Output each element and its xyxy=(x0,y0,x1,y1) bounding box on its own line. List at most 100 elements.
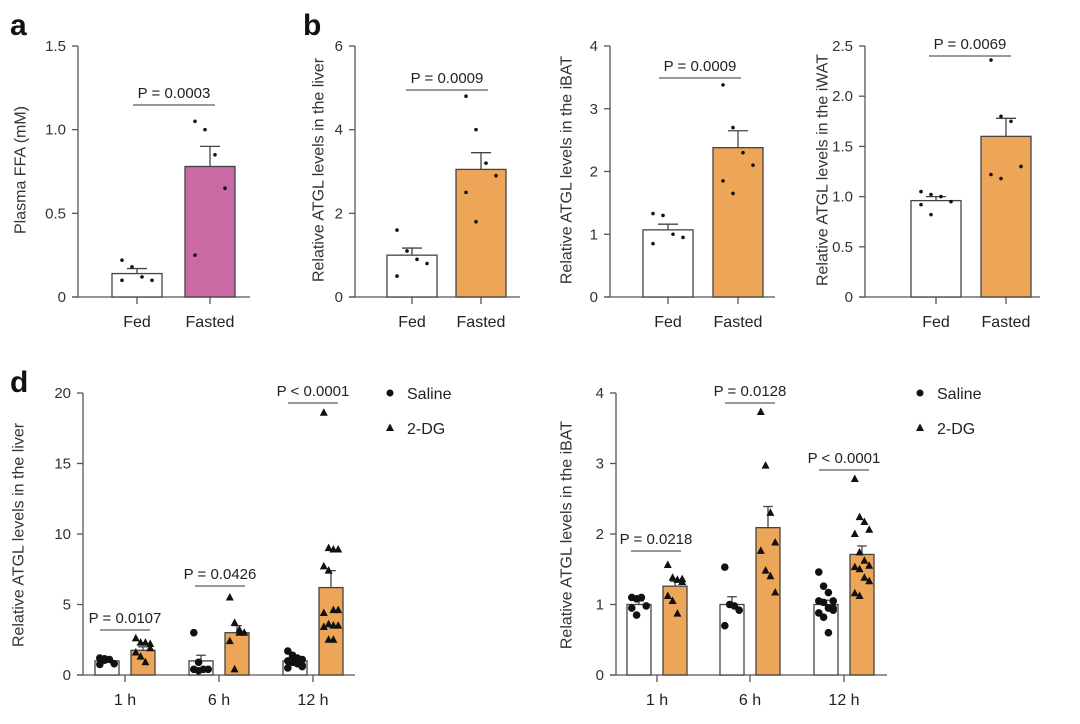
2dg-point xyxy=(756,546,765,554)
fed-point xyxy=(661,213,665,218)
2dg-point xyxy=(771,588,780,596)
panel-letter: b xyxy=(303,9,321,42)
2dg-point xyxy=(860,573,869,581)
y-tick-label: 3 xyxy=(596,456,604,473)
y-tick-label: 0 xyxy=(590,289,598,306)
y-tick-label: 0 xyxy=(596,667,604,684)
fed-point xyxy=(405,249,409,253)
2dg-point xyxy=(319,622,328,631)
2dg-point xyxy=(761,566,770,574)
2dg-point xyxy=(855,591,864,600)
panel-letter: d xyxy=(10,366,28,399)
fed-point xyxy=(415,257,419,262)
fasted-point xyxy=(741,150,745,155)
fasted-point xyxy=(223,186,227,191)
2dg-point xyxy=(761,461,770,469)
fed-point xyxy=(130,265,134,269)
x-tick-label: Fasted xyxy=(982,314,1031,331)
saline-bar xyxy=(719,603,745,676)
2dg-point xyxy=(850,529,859,537)
fasted-point xyxy=(1009,119,1013,124)
2dg-point xyxy=(865,525,874,533)
saline-point xyxy=(829,597,837,605)
y-tick-label: 0.5 xyxy=(45,205,66,222)
y-tick-label: 1.5 xyxy=(832,138,853,155)
fasted-point xyxy=(203,127,207,132)
x-tick-label: 1 h xyxy=(114,692,136,709)
x-tick-label: 6 h xyxy=(739,692,761,709)
x-tick-label: Fed xyxy=(123,314,151,331)
p-value-label: P = 0.0218 xyxy=(620,531,693,548)
fasted-point xyxy=(1019,164,1023,169)
legend-2dg-label: 2-DG xyxy=(937,421,975,438)
2dg-bar xyxy=(849,553,875,676)
2dg-point xyxy=(334,605,343,614)
fasted-point xyxy=(721,179,725,183)
y-tick-label: 4 xyxy=(335,122,343,139)
x-tick-label: Fasted xyxy=(186,314,235,331)
2dg-point xyxy=(663,560,672,569)
saline-point xyxy=(100,656,109,664)
2dg-point xyxy=(855,547,864,556)
fed-point xyxy=(651,211,655,216)
2dg-point xyxy=(141,638,150,646)
saline-point xyxy=(721,563,729,571)
fasted-point xyxy=(464,94,468,98)
saline-point xyxy=(829,604,837,612)
y-tick-label: 20 xyxy=(54,385,71,402)
fed-point xyxy=(681,235,685,240)
2dg-bar xyxy=(662,585,688,676)
2dg-point xyxy=(860,517,869,526)
fasted-point xyxy=(731,125,735,130)
y-tick-label: 0 xyxy=(63,667,71,684)
saline-point xyxy=(721,621,729,630)
saline-point xyxy=(632,611,641,619)
2dg-point xyxy=(663,591,672,600)
fed-point xyxy=(150,278,154,283)
x-tick-label: Fed xyxy=(922,314,950,331)
fed-point xyxy=(949,199,953,204)
saline-point xyxy=(819,613,828,621)
2dg-bar xyxy=(318,586,344,676)
2dg-point xyxy=(319,408,328,416)
y-axis-title: Relative ATGL levels in the liver xyxy=(311,57,328,282)
fasted-point xyxy=(989,172,993,177)
saline-point xyxy=(824,588,833,597)
y-tick-label: 0 xyxy=(58,289,66,306)
2dg-point xyxy=(146,639,155,647)
fasted-point xyxy=(464,190,468,195)
y-tick-label: 10 xyxy=(54,526,71,543)
fasted-point xyxy=(213,152,217,157)
saline-point xyxy=(628,604,636,612)
p-value-label: P = 0.0107 xyxy=(89,610,162,627)
fed-point xyxy=(929,192,933,197)
2dg-point xyxy=(850,474,859,483)
y-axis-title: Relative ATGL levels in the iBAT xyxy=(559,421,576,649)
y-tick-label: 2 xyxy=(590,164,598,181)
legend-saline-label: Saline xyxy=(407,386,452,403)
y-tick-label: 15 xyxy=(54,456,71,473)
saline-point xyxy=(194,666,203,675)
2dg-point xyxy=(766,571,775,580)
2dg-point xyxy=(334,545,343,553)
saline-point xyxy=(819,582,828,590)
2dg-point xyxy=(850,562,859,571)
fed-point xyxy=(395,228,399,232)
p-value-label: P = 0.0009 xyxy=(664,58,737,75)
2dg-point xyxy=(673,609,682,617)
fasted-bar xyxy=(712,147,764,298)
2dg-point xyxy=(230,618,239,626)
2dg-point xyxy=(141,657,150,666)
saline-point xyxy=(642,602,650,610)
fasted-point xyxy=(484,161,488,165)
2dg-point xyxy=(319,561,328,570)
fed-point xyxy=(140,275,144,279)
p-value-label: P = 0.0003 xyxy=(138,85,211,102)
2dg-point xyxy=(131,633,140,642)
2dg-point xyxy=(319,608,328,616)
2dg-point xyxy=(146,643,155,652)
y-axis-title: Relative ATGL levels in the iWAT xyxy=(815,54,832,286)
saline-point xyxy=(815,568,823,576)
p-value-label: P = 0.0069 xyxy=(934,36,1007,53)
fasted-point xyxy=(989,58,993,62)
